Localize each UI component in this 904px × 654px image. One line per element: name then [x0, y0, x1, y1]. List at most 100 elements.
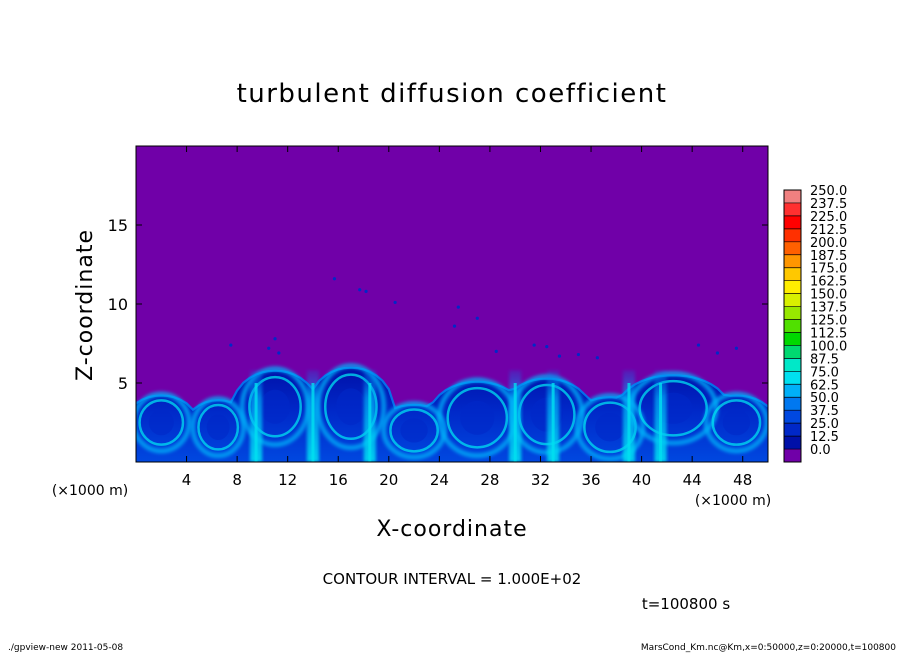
x-tick-label: 24: [430, 471, 449, 489]
colorbar-swatch: [784, 228, 801, 242]
y-axis-ticks: 5 10 15: [108, 216, 768, 393]
eddy-core: [595, 413, 625, 442]
x-tick-label: 12: [278, 471, 297, 489]
x-tick-label: 36: [581, 471, 600, 489]
colorbar-swatch: [784, 384, 801, 398]
x-tick-label: 48: [733, 471, 752, 489]
colorbar-swatch: [784, 410, 801, 424]
colorbar-label: 250.0: [810, 184, 847, 199]
y-tick-label: 15: [108, 216, 128, 235]
colorbar-label: 75.0: [810, 365, 839, 380]
colorbar-label: 200.0: [810, 236, 847, 251]
eddy-core: [336, 388, 366, 426]
colorbar-label: 175.0: [810, 262, 847, 277]
turbulent-layer: [136, 363, 768, 462]
colorbar-label: 212.5: [810, 223, 847, 238]
speck: [494, 349, 498, 353]
eddy-inner: [446, 386, 509, 449]
colorbar-swatch: [784, 215, 801, 229]
colorbar-swatch: [784, 423, 801, 437]
colorbar-swatch: [784, 202, 801, 216]
colorbar-swatch: [784, 332, 801, 346]
x-unit-label: (×1000 m): [695, 493, 771, 509]
eddy-ring: [190, 396, 246, 459]
colorbar-label: 162.5: [810, 275, 847, 290]
plume-core: [513, 383, 517, 462]
speck: [475, 316, 479, 320]
colorbar-swatch: [784, 319, 801, 333]
plume-core: [551, 383, 555, 462]
x-tick-label: 40: [632, 471, 651, 489]
speck: [576, 352, 581, 357]
speck: [545, 345, 549, 349]
eddy-inner: [711, 399, 762, 446]
colorbar-swatch: [784, 241, 801, 255]
x-tick-label: 16: [329, 471, 348, 489]
colorbar-label: 87.5: [810, 352, 839, 367]
plot-area: [135, 145, 769, 463]
field-specks: [229, 277, 739, 360]
speck: [358, 288, 362, 292]
colorbar-swatch: [784, 267, 801, 281]
colorbar-swatch: [784, 190, 801, 203]
eddy-core: [148, 409, 174, 436]
x-tick-label: 8: [232, 471, 242, 489]
speck: [557, 354, 562, 358]
time-label: t=100800 s: [642, 595, 730, 613]
eddy-ring: [136, 391, 192, 454]
speck: [715, 351, 720, 355]
footer-right: MarsCond_Km.nc@Km,x=0:50000,z=0:20000,t=…: [641, 643, 896, 653]
colorbar-swatch: [784, 306, 801, 320]
colorbar-swatch: [784, 345, 801, 359]
y-unit-label: (×1000 m): [52, 483, 128, 499]
colorbar-swatch: [784, 358, 801, 372]
eddy-ring: [381, 401, 447, 460]
colorbar-label: 25.0: [810, 417, 839, 432]
x-tick-label: 44: [683, 471, 702, 489]
speck: [332, 277, 337, 281]
speck: [229, 343, 233, 347]
colorbar-label: 37.5: [810, 404, 839, 419]
colorbar-label: 137.5: [810, 301, 847, 316]
plume-core: [254, 383, 258, 462]
eddy-inner: [389, 408, 439, 453]
eddy-inner: [638, 379, 708, 437]
colorbar-swatch: [784, 293, 801, 307]
plume-core: [311, 383, 315, 462]
eddy-inner: [323, 373, 378, 440]
colorbar-label: 237.5: [810, 197, 847, 212]
eddy-inner: [138, 399, 185, 446]
eddy-inner: [248, 375, 302, 438]
y-tick-label: 10: [108, 295, 128, 314]
colorbar-label: 100.0: [810, 339, 847, 354]
plume-core: [627, 383, 631, 462]
speck: [273, 337, 277, 341]
colorbar-label: 112.5: [810, 326, 847, 341]
eddy-ring: [703, 391, 768, 454]
colorbar-swatch: [784, 254, 801, 268]
colorbar-label: 125.0: [810, 314, 847, 329]
footer-left: ./gpview-new 2011-05-08: [8, 643, 123, 653]
speck: [277, 351, 281, 355]
colorbar-label: 12.5: [810, 430, 839, 445]
colorbar-label: 187.5: [810, 249, 847, 264]
x-axis-ticks: 4 8 12 16 20 24 28 32 36 40 44 48: [182, 146, 752, 489]
y-axis-label: Z-coordinate: [73, 229, 98, 381]
eddy-core: [260, 389, 290, 424]
colorbar-label: 225.0: [810, 210, 847, 225]
eddy-ring: [574, 393, 646, 462]
colorbar-swatch: [784, 436, 801, 450]
speck: [696, 343, 701, 347]
x-tick-label: 32: [531, 471, 550, 489]
colorbar: 250.0237.5225.0212.5200.0187.5175.0162.5…: [783, 184, 847, 463]
speck: [452, 324, 457, 328]
colorbar-swatch: [784, 449, 801, 462]
eddy-core: [722, 409, 751, 436]
eddy-core: [460, 400, 495, 435]
speck: [364, 289, 368, 293]
colorbar-label: 0.0: [810, 443, 831, 458]
speck: [595, 356, 599, 360]
speck: [532, 343, 536, 347]
x-tick-label: 20: [379, 471, 398, 489]
